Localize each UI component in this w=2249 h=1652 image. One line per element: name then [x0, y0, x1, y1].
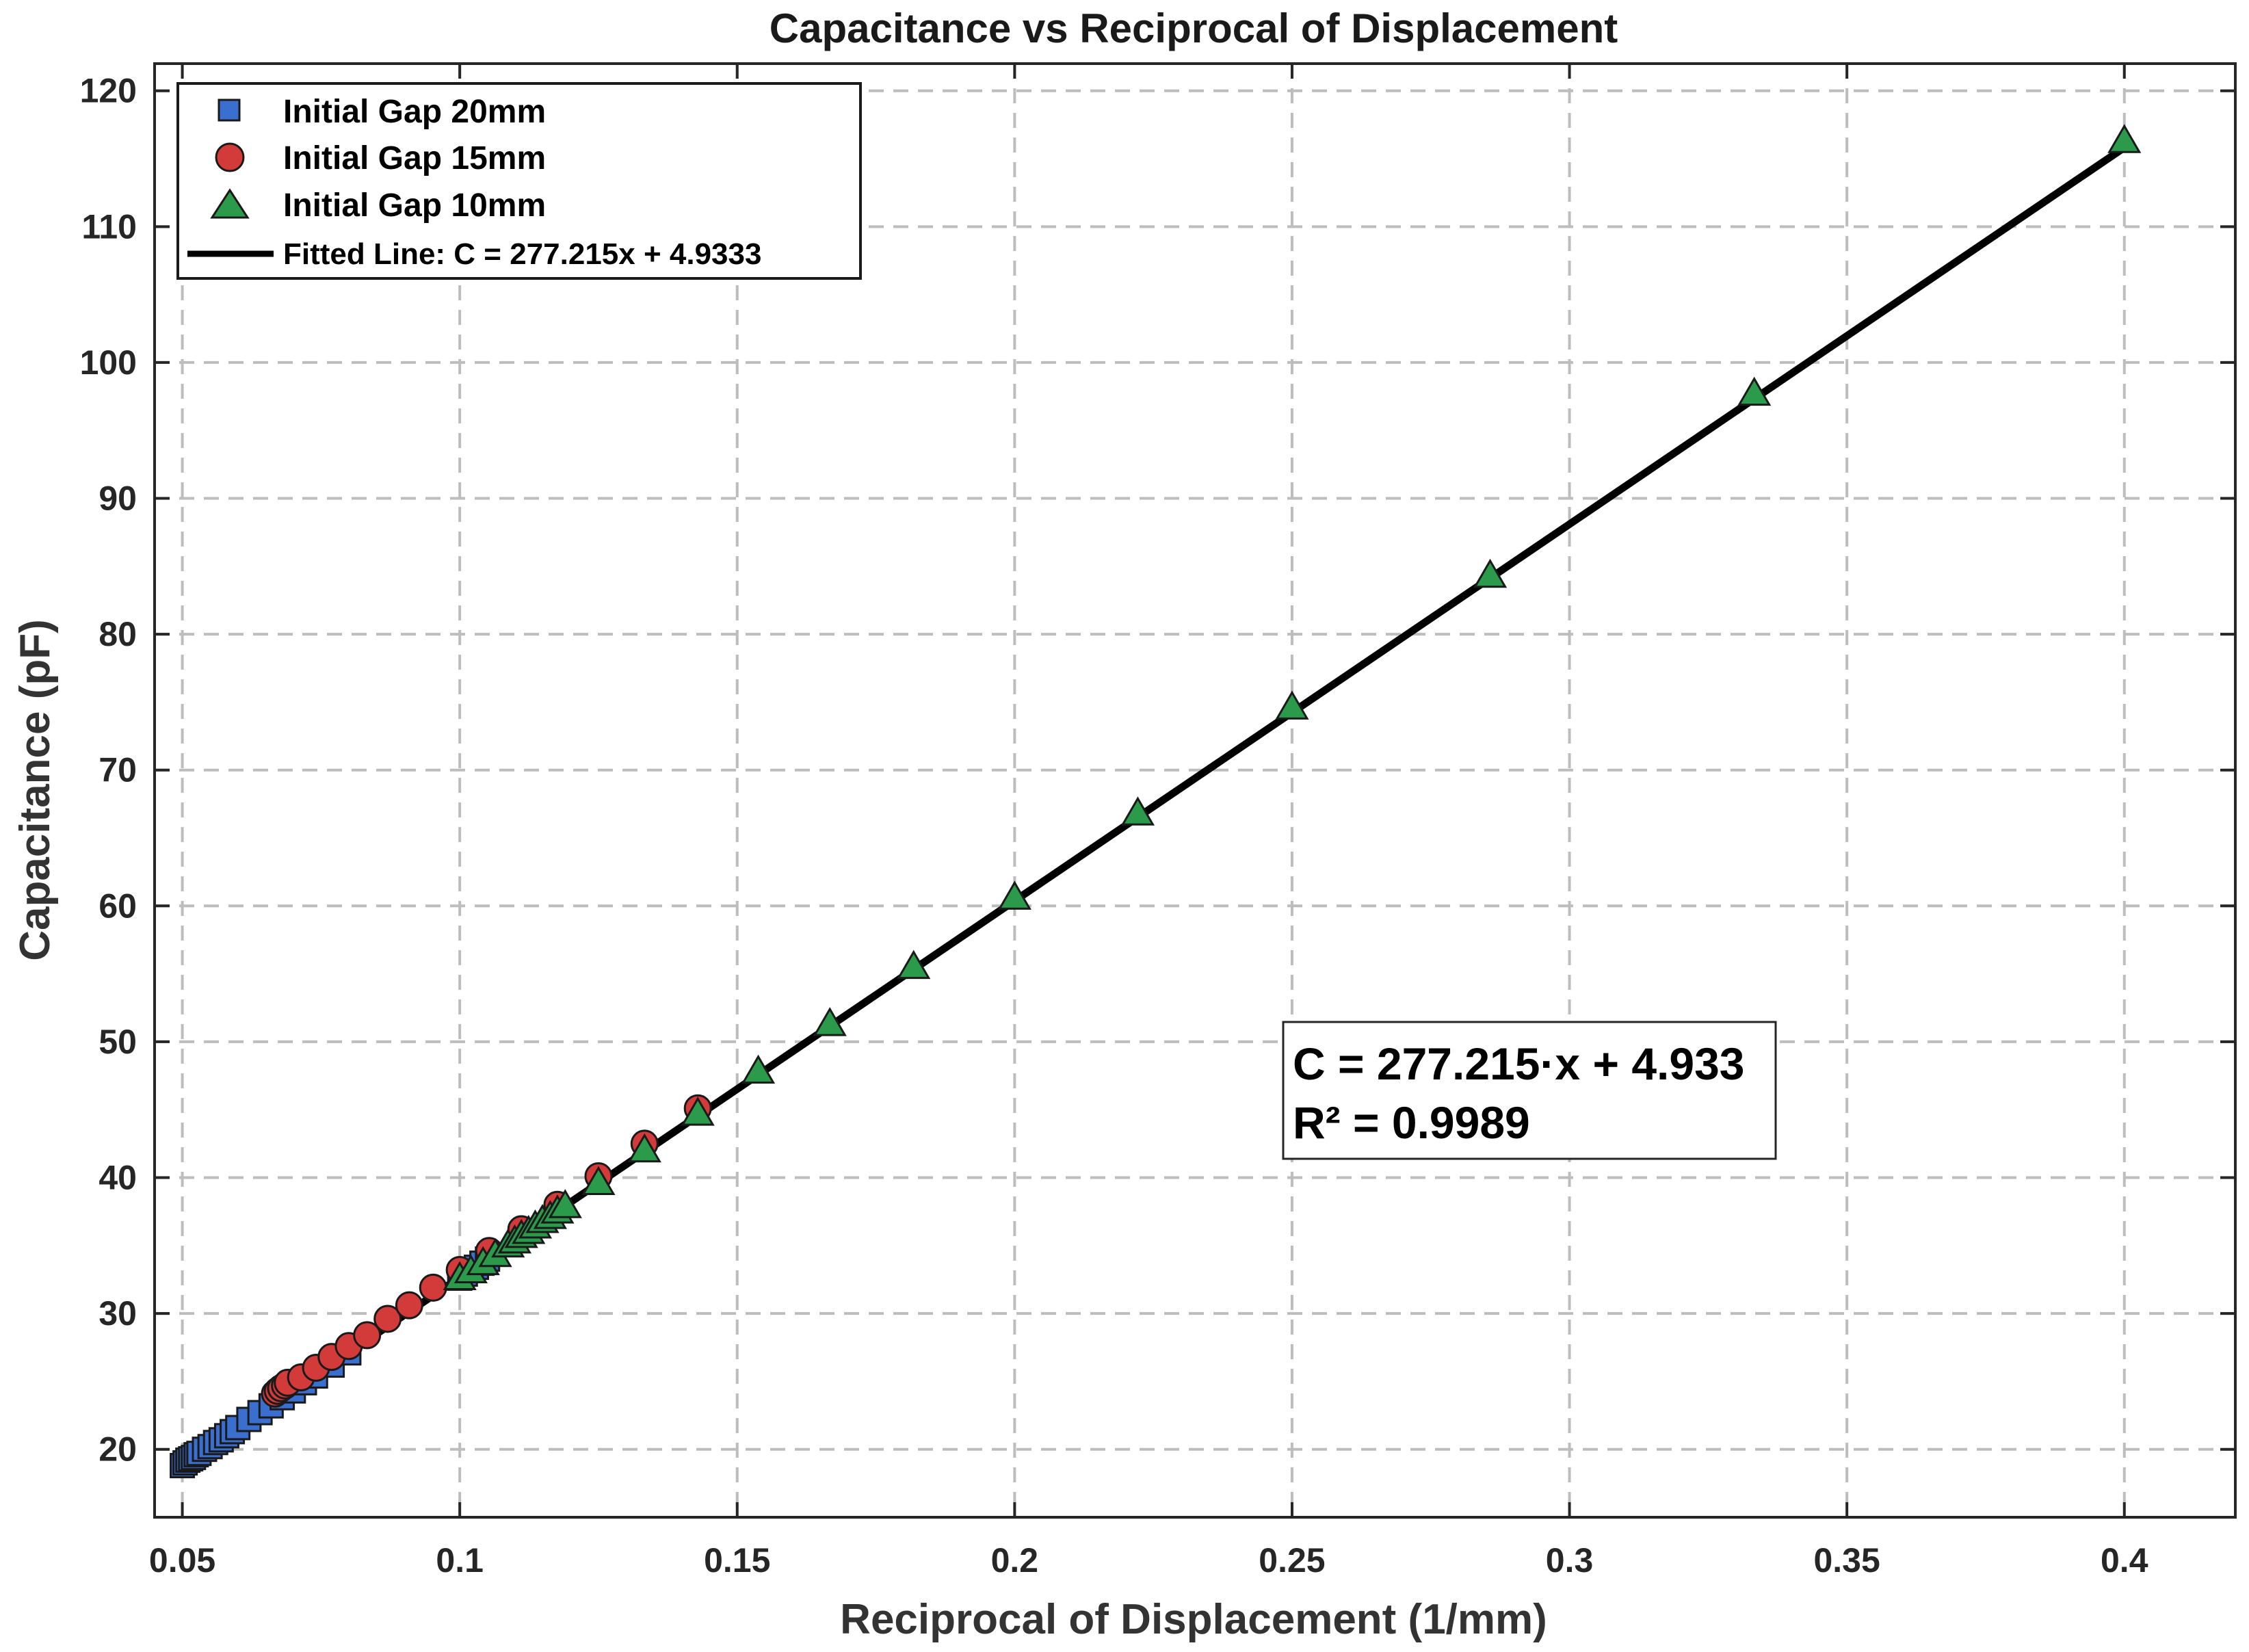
- x-tick-label: 0.05: [149, 1541, 215, 1579]
- data-point-triangle: [581, 1166, 616, 1195]
- x-tick-label: 0.1: [436, 1541, 484, 1579]
- y-tick-label: 80: [98, 615, 137, 653]
- data-point-circle: [373, 1304, 402, 1333]
- data-point-circle: [353, 1321, 382, 1350]
- x-tick-label: 0.3: [1546, 1541, 1594, 1579]
- series-triangle: [443, 124, 2142, 1290]
- x-tick-label: 0.25: [1259, 1541, 1325, 1579]
- x-tick-label: 0.4: [2101, 1541, 2148, 1579]
- legend-label-gap-15mm: Initial Gap 15mm: [283, 140, 546, 176]
- fit-annotation: C = 277.215·x + 4.933 R² = 0.9989: [1282, 1021, 1777, 1160]
- data-point-triangle: [681, 1097, 715, 1126]
- plot-frame: [153, 62, 2237, 1519]
- axis-ticks: [155, 64, 2235, 1517]
- y-axis-label: Capacitance (pF): [12, 619, 59, 961]
- data-point-triangle: [1737, 376, 1772, 406]
- x-tick-label: 0.2: [991, 1541, 1039, 1579]
- data-point-triangle: [1275, 690, 1309, 720]
- legend-item-gap-10mm: Initial Gap 10mm: [210, 187, 546, 224]
- y-grid: [155, 89, 2235, 1451]
- x-tick-labels: 0.05 0.1 0.15 0.2 0.25 0.3 0.35 0.4: [149, 1541, 2148, 1579]
- y-tick-label: 120: [80, 72, 137, 110]
- data-point-triangle: [741, 1054, 776, 1084]
- legend-item-gap-20mm: Initial Gap 20mm: [218, 94, 546, 130]
- y-tick-label: 20: [98, 1430, 137, 1469]
- y-tick-labels: 20 30 40 50 60 70 80 90 100 110 120: [80, 72, 137, 1469]
- data-point-triangle: [897, 949, 931, 980]
- data-point-triangle: [548, 1189, 582, 1218]
- x-tick-label: 0.35: [1813, 1541, 1880, 1579]
- data-point-circle: [419, 1273, 447, 1302]
- y-tick-label: 50: [98, 1023, 137, 1061]
- chart-title: Capacitance vs Reciprocal of Displacemen…: [770, 5, 1618, 51]
- y-tick-label: 30: [98, 1294, 137, 1333]
- legend-circle-marker: [215, 142, 245, 172]
- legend-square-marker: [218, 99, 241, 122]
- legend-label-gap-10mm: Initial Gap 10mm: [283, 187, 546, 224]
- annotation-box: [1282, 1021, 1777, 1160]
- legend-triangle-marker: [210, 188, 250, 219]
- y-tick-label: 90: [98, 480, 137, 518]
- legend-item-fitted-line: Fitted Line: C = 277.215x + 4.9333: [187, 237, 761, 271]
- data-point-triangle: [1120, 796, 1155, 826]
- annotation-r-squared: R² = 0.9989: [1293, 1097, 1530, 1148]
- data-point-triangle: [1473, 558, 1508, 588]
- annotation-equation: C = 277.215·x + 4.933: [1293, 1038, 1745, 1089]
- legend-item-gap-15mm: Initial Gap 15mm: [215, 140, 546, 176]
- y-tick-label: 60: [98, 887, 137, 925]
- data-point-triangle: [997, 880, 1031, 910]
- x-axis-label: Reciprocal of Displacement (1/mm): [840, 1596, 1547, 1643]
- plot-area: [153, 62, 2237, 1519]
- data-point-triangle: [2107, 124, 2142, 153]
- legend-label-gap-20mm: Initial Gap 20mm: [283, 94, 546, 130]
- data-point-triangle: [627, 1133, 661, 1163]
- data-point-circle: [395, 1291, 423, 1320]
- legend-box: [176, 82, 862, 280]
- legend: Initial Gap 20mm Initial Gap 15mm Initia…: [176, 82, 862, 280]
- x-tick-label: 0.15: [704, 1541, 770, 1579]
- y-tick-label: 110: [81, 207, 137, 246]
- y-tick-label: 40: [98, 1159, 137, 1197]
- legend-label-fitted-line: Fitted Line: C = 277.215x + 4.9333: [283, 237, 761, 271]
- data-points: [170, 124, 2142, 1479]
- y-tick-label: 70: [98, 751, 137, 789]
- data-point-triangle: [813, 1007, 847, 1036]
- x-grid: [181, 64, 2126, 1517]
- y-tick-label: 100: [80, 343, 137, 382]
- series-circle: [261, 1094, 712, 1408]
